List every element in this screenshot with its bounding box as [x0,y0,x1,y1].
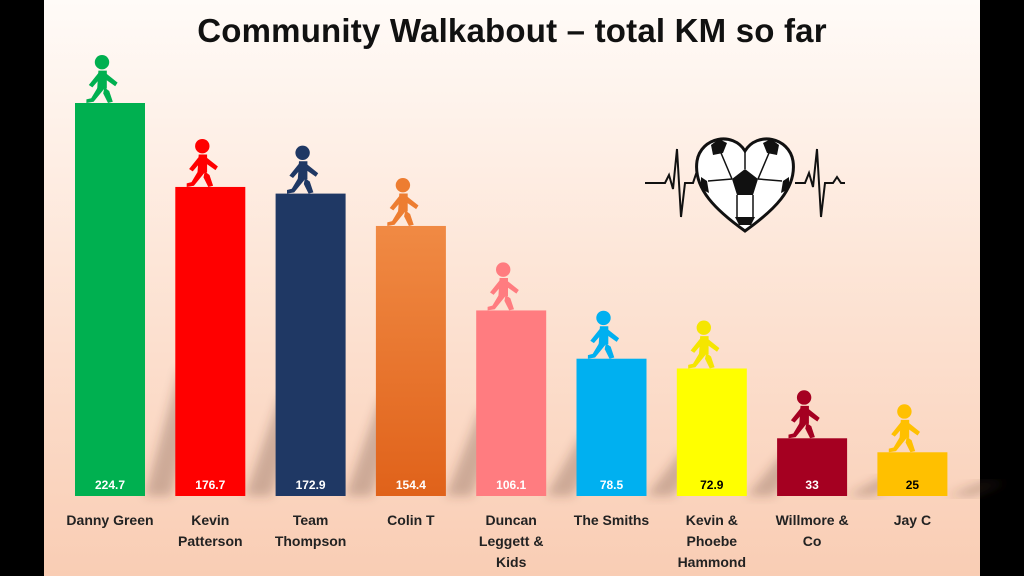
walking-person-icon [487,262,519,311]
walking-person-icon [688,320,720,369]
value-label: 72.9 [700,478,724,492]
bar [476,310,547,496]
walking-person-icon [186,138,218,187]
bar-shadow [947,482,1008,496]
value-label: 176.7 [195,478,225,492]
bar [375,225,446,497]
bar [175,186,246,496]
category-label: Jay C [894,512,931,528]
category-label: Willmore & Co [776,512,849,549]
bar [576,358,647,496]
category-label: Kevin & Phoebe Hammond [678,512,746,570]
category-label: Danny Green [66,512,153,528]
category-label: Team Thompson [275,512,347,549]
value-label: 154.4 [396,478,426,492]
value-labels: 224.7 176.7 172.9 154.4 106.1 78.5 72.9 33 25 [95,478,919,492]
value-label: 172.9 [296,478,326,492]
bar [275,193,346,496]
value-label: 224.7 [95,478,125,492]
heartbeat-soccer-ball-icon [645,137,845,233]
value-label: 33 [805,478,819,492]
value-label: 25 [906,478,920,492]
value-label: 78.5 [600,478,624,492]
walking-person-icon [287,145,319,194]
category-label: Colin T [387,512,435,528]
bar [676,368,747,496]
bars [75,103,948,497]
walking-person-icon [788,390,820,439]
category-label: Kevin Patterson [178,512,243,549]
walking-person-icon [86,55,118,103]
bar [877,452,948,496]
value-label: 106.1 [496,478,526,492]
category-label: The Smiths [574,512,650,528]
walking-person-icon [888,404,920,453]
walking-person-icon [387,177,419,226]
walking-person-icon [587,310,620,359]
category-label: Duncan Leggett & Kids [479,512,544,570]
chart-title: Community Walkabout – total KM so far [197,12,827,49]
bar [75,103,145,496]
bar [777,438,848,496]
category-labels: Danny Green Kevin Patterson Team Thompson Col… [66,512,931,570]
